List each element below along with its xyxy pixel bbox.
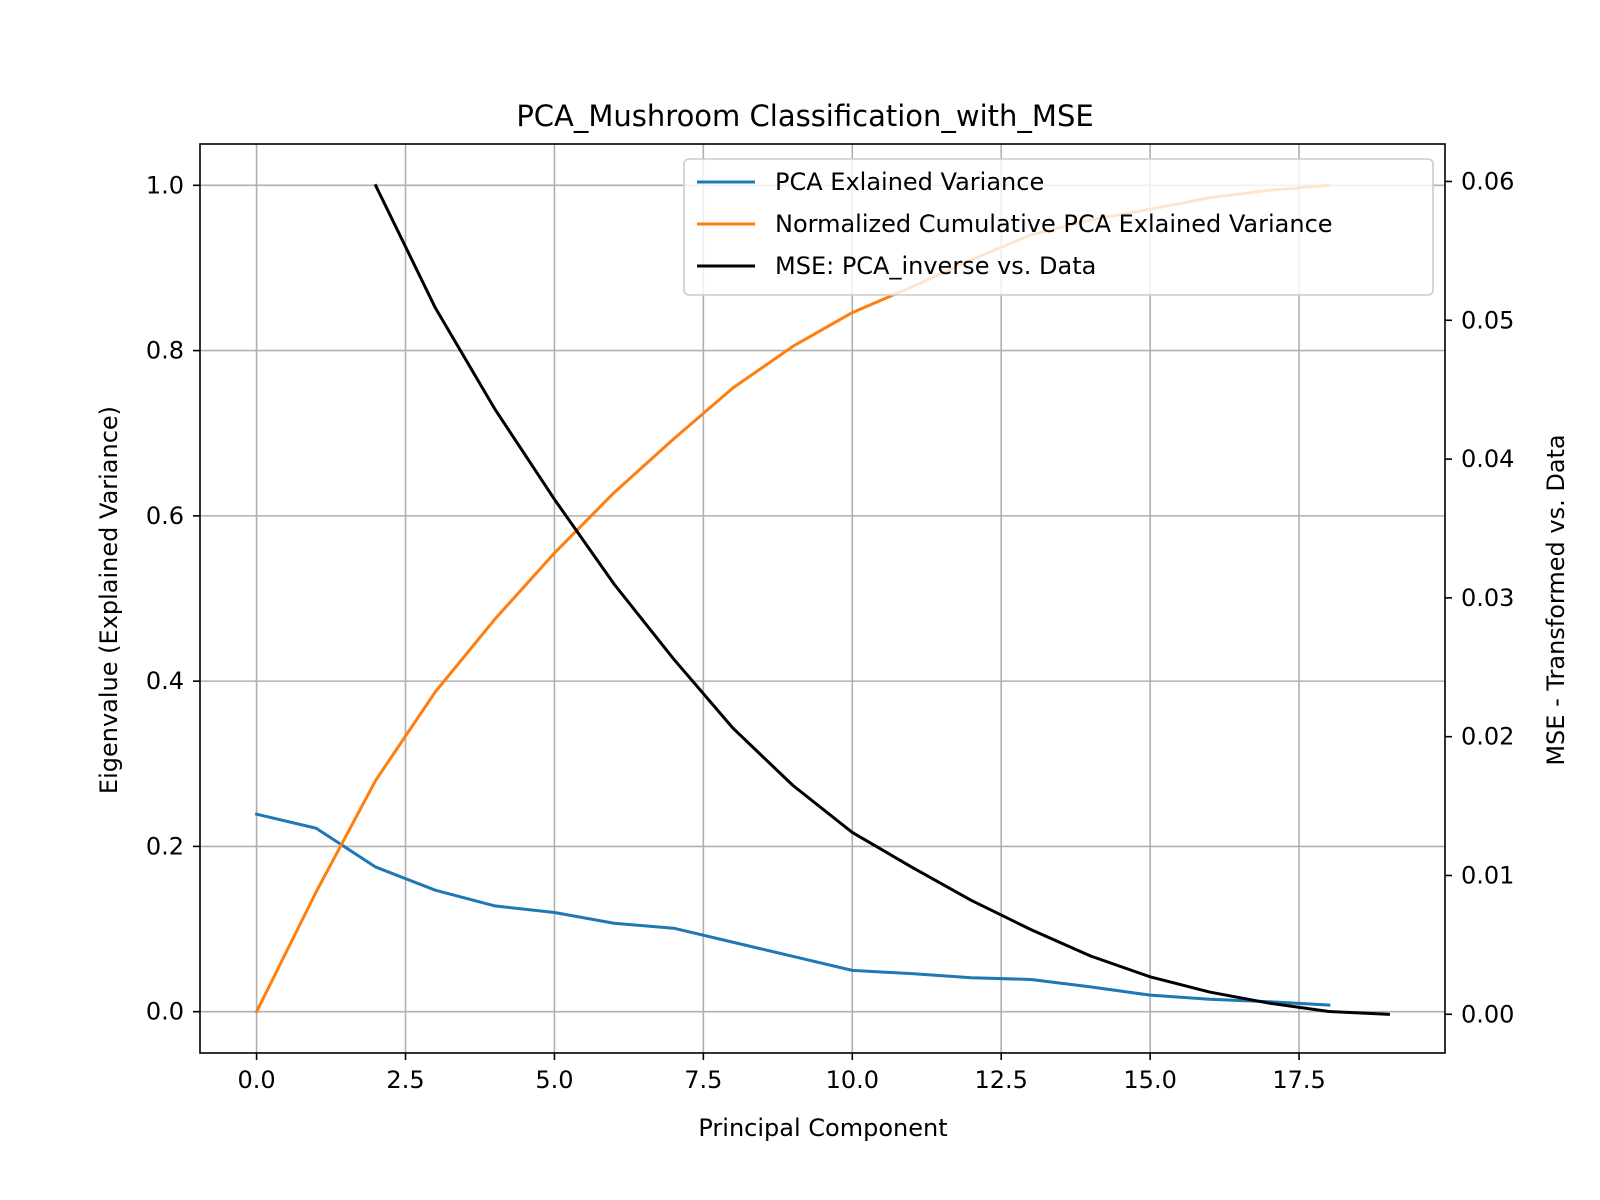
x-tick-label: 12.5 — [974, 1066, 1027, 1094]
legend-label-explained-variance: PCA Exlained Variance — [775, 168, 1044, 196]
y-tick-label: 0.0 — [146, 998, 184, 1026]
x-tick-label: 0.0 — [238, 1066, 276, 1094]
x-tick-label: 15.0 — [1123, 1066, 1176, 1094]
y-axis-left-ticks: 0.0 0.2 0.4 0.6 0.8 1.0 — [146, 171, 200, 1026]
x-tick-label: 10.0 — [826, 1066, 879, 1094]
series-line-mse — [373, 183, 1390, 1016]
x-tick-label: 7.5 — [684, 1066, 722, 1094]
y-right-tick-label: 0.02 — [1461, 723, 1514, 751]
y-tick-label: 0.2 — [146, 832, 184, 860]
x-tick-label: 2.5 — [386, 1066, 424, 1094]
y-tick-label: 0.6 — [146, 502, 184, 530]
y-right-tick-label: 0.03 — [1461, 584, 1514, 612]
x-axis-ticks: 0.0 2.5 5.0 7.5 10.0 12.5 15.0 17.5 — [238, 1053, 1326, 1094]
series-line-explained-variance — [254, 812, 1331, 1007]
y-tick-label: 0.4 — [146, 667, 184, 695]
legend-box — [683, 158, 1434, 296]
legend: PCA Exlained Variance Normalized Cumulat… — [683, 158, 1434, 296]
y-tick-label: 0.8 — [146, 337, 184, 365]
y-right-tick-label: 0.01 — [1461, 861, 1514, 889]
y-axis-right-label: MSE - Transformed vs. Data — [1542, 434, 1570, 765]
y-axis-left-label: Eigenvalue (Explained Variance) — [95, 406, 123, 794]
y-right-tick-label: 0.04 — [1461, 445, 1514, 473]
x-axis-label: Principal Component — [698, 1114, 947, 1142]
y-axis-right-ticks: 0.00 0.01 0.02 0.03 0.04 0.05 0.06 — [1445, 167, 1514, 1028]
y-tick-label: 1.0 — [146, 171, 184, 199]
y-right-tick-label: 0.00 — [1461, 1000, 1514, 1028]
x-tick-label: 17.5 — [1272, 1066, 1325, 1094]
chart-title: PCA_Mushroom Classification_with_MSE — [516, 99, 1093, 133]
legend-label-cumulative-variance: Normalized Cumulative PCA Exlained Varia… — [775, 210, 1333, 238]
legend-label-mse: MSE: PCA_inverse vs. Data — [775, 252, 1096, 280]
y-right-tick-label: 0.05 — [1461, 306, 1514, 334]
x-tick-label: 5.0 — [535, 1066, 573, 1094]
y-right-tick-label: 0.06 — [1461, 167, 1514, 195]
